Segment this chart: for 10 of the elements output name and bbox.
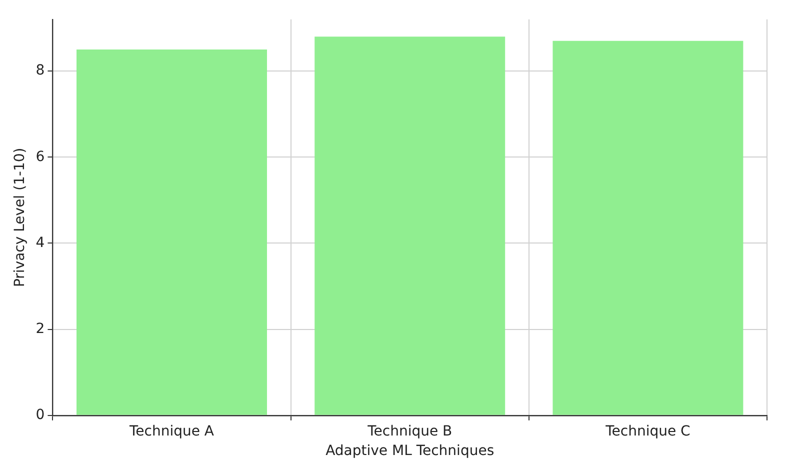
y-tick-label: 4 (36, 234, 45, 251)
y-tick-label: 2 (36, 320, 45, 337)
x-tick-label: Technique A (128, 423, 214, 440)
y-axis-title: Privacy Level (1-10) (12, 148, 28, 288)
y-tick-label: 8 (36, 62, 45, 79)
y-tick-label: 6 (36, 148, 45, 165)
x-axis-title: Adaptive ML Techniques (326, 443, 494, 460)
y-tick-label: 0 (36, 407, 45, 424)
x-tick-label: Technique B (366, 423, 452, 440)
x-tick-label: Technique C (604, 423, 691, 440)
